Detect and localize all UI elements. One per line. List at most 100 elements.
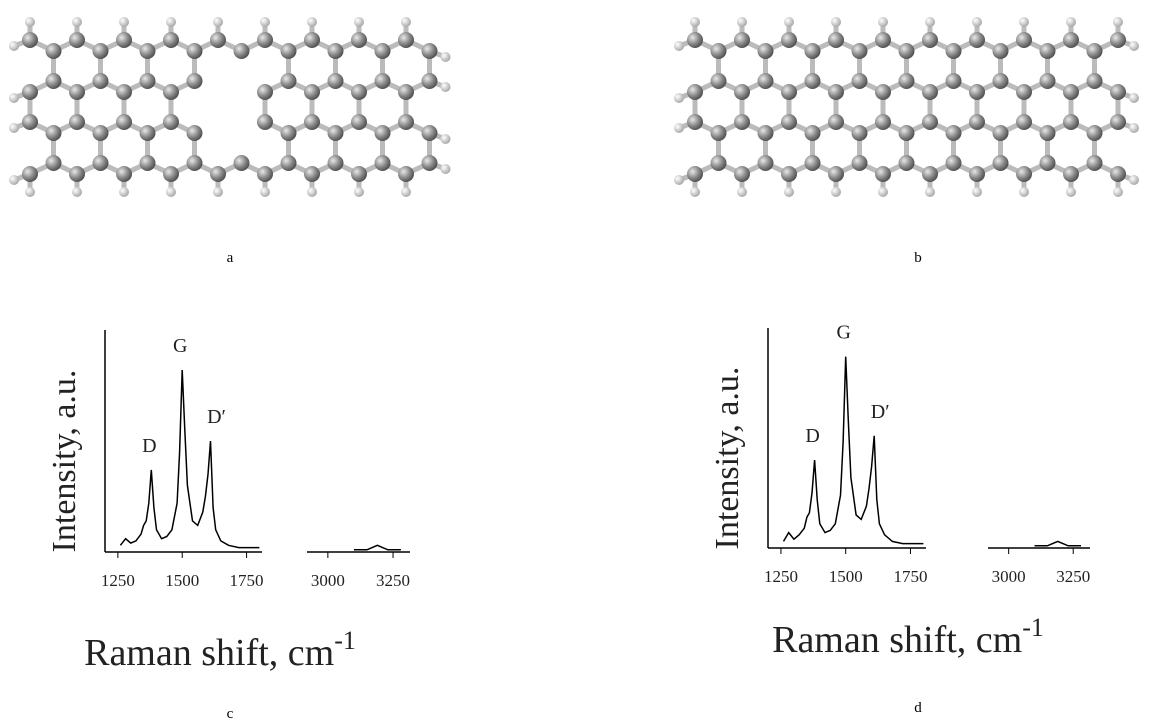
x-axis-label-text: Raman shift, cm bbox=[772, 619, 1022, 661]
carbon-atom bbox=[140, 43, 156, 59]
carbon-atom bbox=[69, 166, 85, 182]
carbon-atom bbox=[281, 43, 297, 59]
carbon-atom bbox=[398, 32, 414, 48]
hydrogen-atom bbox=[1066, 17, 1076, 27]
carbon-atom bbox=[422, 43, 438, 59]
hydrogen-atom bbox=[9, 175, 19, 185]
hydrogen-atom bbox=[119, 187, 129, 197]
x-axis-label: Raman shift, cm-1 bbox=[84, 626, 356, 674]
carbon-atom bbox=[969, 32, 985, 48]
carbon-atom bbox=[46, 125, 62, 141]
panel-label: b bbox=[914, 250, 922, 266]
carbon-atom bbox=[375, 155, 391, 171]
carbon-atom bbox=[1063, 84, 1079, 100]
carbon-atom bbox=[875, 32, 891, 48]
carbon-atom bbox=[328, 125, 344, 141]
carbon-atom bbox=[375, 73, 391, 89]
carbon-atom bbox=[946, 125, 962, 141]
hydrogen-atom bbox=[674, 175, 684, 185]
x-axis-label-superscript: -1 bbox=[334, 626, 356, 655]
carbon-atom bbox=[398, 114, 414, 130]
carbon-atom bbox=[1063, 166, 1079, 182]
carbon-atom bbox=[781, 114, 797, 130]
x-tick-label: 3000 bbox=[992, 567, 1026, 586]
carbon-atom bbox=[1063, 114, 1079, 130]
hydrogen-atom bbox=[260, 187, 270, 197]
carbon-atom bbox=[805, 155, 821, 171]
carbon-atom bbox=[1040, 43, 1056, 59]
hydrogen-atom bbox=[1019, 187, 1029, 197]
carbon-atom bbox=[687, 114, 703, 130]
carbon-atom bbox=[1063, 32, 1079, 48]
hydrogen-atom bbox=[784, 187, 794, 197]
x-tick-label: 1500 bbox=[165, 571, 199, 590]
carbon-atom bbox=[210, 32, 226, 48]
hydrogen-atom bbox=[972, 17, 982, 27]
hydrogen-atom bbox=[831, 187, 841, 197]
carbon-atom bbox=[875, 166, 891, 182]
spectrum-line bbox=[1035, 541, 1082, 545]
carbon-atom bbox=[304, 84, 320, 100]
carbon-atom bbox=[899, 155, 915, 171]
carbon-atom bbox=[969, 166, 985, 182]
carbon-atom bbox=[46, 155, 62, 171]
carbon-atom bbox=[93, 155, 109, 171]
carbon-atom bbox=[1016, 114, 1032, 130]
hydrogen-atom bbox=[1129, 41, 1139, 51]
hydrogen-atom bbox=[441, 52, 451, 62]
carbon-atom bbox=[1087, 73, 1103, 89]
hydrogen-atom bbox=[307, 187, 317, 197]
carbon-atom bbox=[687, 32, 703, 48]
carbon-atom bbox=[163, 166, 179, 182]
carbon-atom bbox=[946, 43, 962, 59]
carbon-atom bbox=[1110, 84, 1126, 100]
panel-label: d bbox=[914, 700, 922, 716]
hydrogen-atom bbox=[401, 187, 411, 197]
carbon-atom bbox=[875, 84, 891, 100]
panel-label: a bbox=[227, 250, 234, 266]
hydrogen-atom bbox=[674, 93, 684, 103]
hydrogen-atom bbox=[260, 17, 270, 27]
carbon-atom bbox=[828, 32, 844, 48]
carbon-atom bbox=[422, 155, 438, 171]
carbon-atom bbox=[281, 73, 297, 89]
carbon-atom bbox=[828, 166, 844, 182]
carbon-atom bbox=[852, 125, 868, 141]
peak-label: D bbox=[142, 435, 156, 457]
carbon-atom bbox=[46, 73, 62, 89]
carbon-atom bbox=[805, 73, 821, 89]
carbon-atom bbox=[187, 125, 203, 141]
hydrogen-atom bbox=[441, 134, 451, 144]
carbon-atom bbox=[922, 114, 938, 130]
carbon-atom bbox=[993, 43, 1009, 59]
x-axis-label: Raman shift, cm-1 bbox=[772, 613, 1044, 661]
carbon-atom bbox=[969, 84, 985, 100]
carbon-atom bbox=[875, 114, 891, 130]
hydrogen-atom bbox=[784, 17, 794, 27]
carbon-atom bbox=[899, 73, 915, 89]
carbon-atom bbox=[1016, 84, 1032, 100]
molecule-b bbox=[674, 17, 1139, 197]
hydrogen-atom bbox=[674, 123, 684, 133]
hydrogen-atom bbox=[72, 187, 82, 197]
hydrogen-atom bbox=[1113, 187, 1123, 197]
carbon-atom bbox=[328, 43, 344, 59]
spectrum-line bbox=[354, 545, 401, 550]
carbon-atom bbox=[758, 43, 774, 59]
carbon-atom bbox=[69, 84, 85, 100]
carbon-atom bbox=[351, 114, 367, 130]
panel-label: c bbox=[227, 706, 234, 722]
carbon-atom bbox=[328, 73, 344, 89]
carbon-atom bbox=[1087, 43, 1103, 59]
hydrogen-atom bbox=[1066, 187, 1076, 197]
carbon-atom bbox=[1087, 125, 1103, 141]
carbon-atom bbox=[1040, 155, 1056, 171]
hydrogen-atom bbox=[119, 17, 129, 27]
carbon-atom bbox=[687, 84, 703, 100]
carbon-atom bbox=[22, 32, 38, 48]
x-tick-label: 3250 bbox=[1056, 567, 1090, 586]
hydrogen-atom bbox=[25, 17, 35, 27]
peak-label: D bbox=[805, 425, 819, 447]
carbon-atom bbox=[93, 43, 109, 59]
